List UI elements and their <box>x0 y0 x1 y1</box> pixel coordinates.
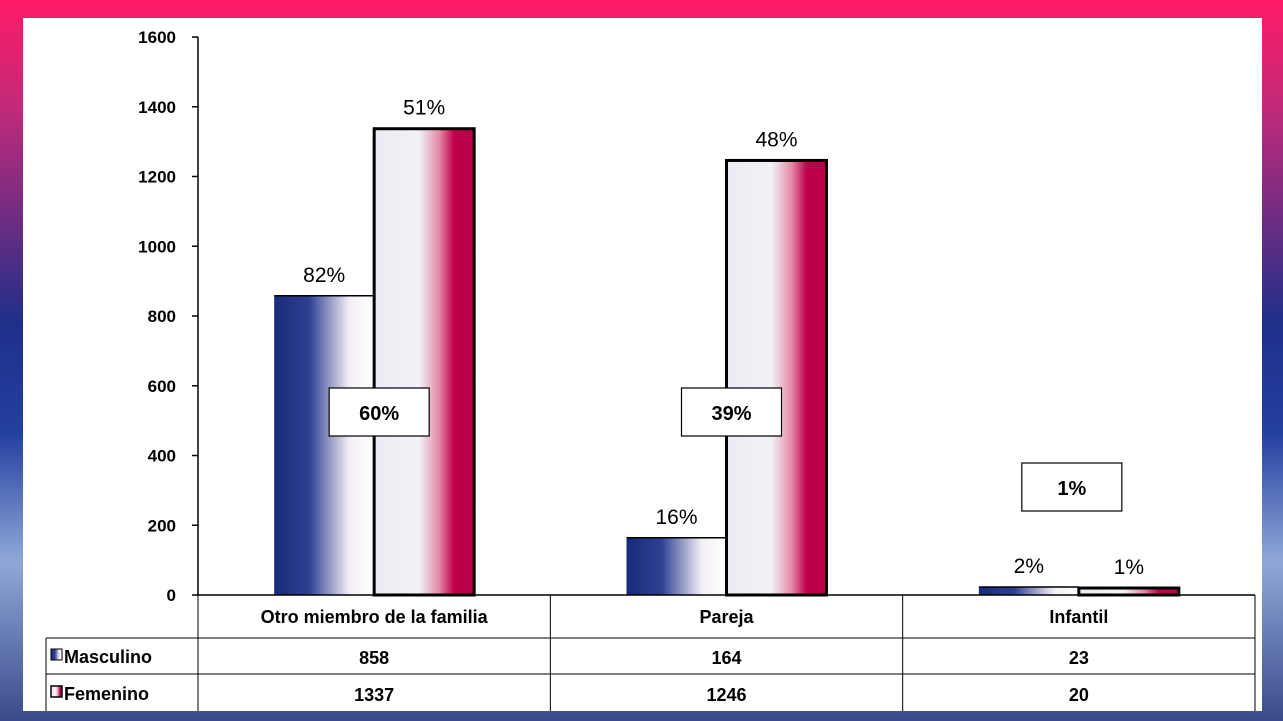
legend-key-masculino <box>50 648 63 661</box>
bar-femenino <box>1077 586 1181 597</box>
data-label-femenino: 1% <box>1114 556 1144 579</box>
bar-masculino <box>626 537 727 595</box>
category-total-label: 1% <box>1057 478 1086 500</box>
y-tick-label: 200 <box>148 516 176 535</box>
y-tick-label: 400 <box>148 447 176 466</box>
table-cell-femenino: 20 <box>1069 685 1089 705</box>
y-tick-label: 1600 <box>138 28 176 47</box>
data-label-femenino: 51% <box>403 97 445 120</box>
category-total-box <box>680 387 783 437</box>
legend-key-femenino <box>50 685 63 698</box>
table-cell-masculino: 858 <box>359 648 389 668</box>
x-category-label: Infantil <box>1049 607 1108 627</box>
category-total-label: 60% <box>359 403 399 425</box>
y-tick-label: 1200 <box>138 168 176 187</box>
legend-label-femenino: Femenino <box>64 684 149 704</box>
category-total-box <box>328 387 430 437</box>
bar-femenino <box>725 158 828 597</box>
y-tick-label: 1400 <box>138 98 176 117</box>
y-tick-label: 0 <box>167 586 176 605</box>
data-label-masculino: 16% <box>655 506 697 529</box>
data-label-masculino: 82% <box>303 264 345 287</box>
table-cell-masculino: 23 <box>1069 648 1089 668</box>
category-total-label: 39% <box>711 403 751 425</box>
table-cell-femenino: 1337 <box>354 685 394 705</box>
y-tick-label: 1000 <box>138 237 176 256</box>
bar-chart: 0 200 400 600 800 1000 1200 1400 1600 82% 51% 60% 16… <box>45 28 1256 711</box>
x-category-label: Pareja <box>699 607 754 627</box>
table-cell-masculino: 164 <box>711 648 741 668</box>
category-total-box <box>1021 462 1123 512</box>
y-tick-label: 600 <box>148 377 176 396</box>
chart-panel: 0 200 400 600 800 1000 1200 1400 1600 82% 51% 60% 16… <box>23 18 1262 711</box>
bar-femenino <box>372 127 476 597</box>
y-tick-label: 800 <box>148 307 176 326</box>
bar-masculino <box>978 586 1079 595</box>
data-label-femenino: 48% <box>755 128 797 151</box>
bar-masculino <box>274 295 375 595</box>
legend-label-masculino: Masculino <box>64 647 152 667</box>
data-label-masculino: 2% <box>1014 555 1044 578</box>
x-category-label: Otro miembro de la familia <box>261 607 489 627</box>
table-cell-femenino: 1246 <box>706 685 746 705</box>
